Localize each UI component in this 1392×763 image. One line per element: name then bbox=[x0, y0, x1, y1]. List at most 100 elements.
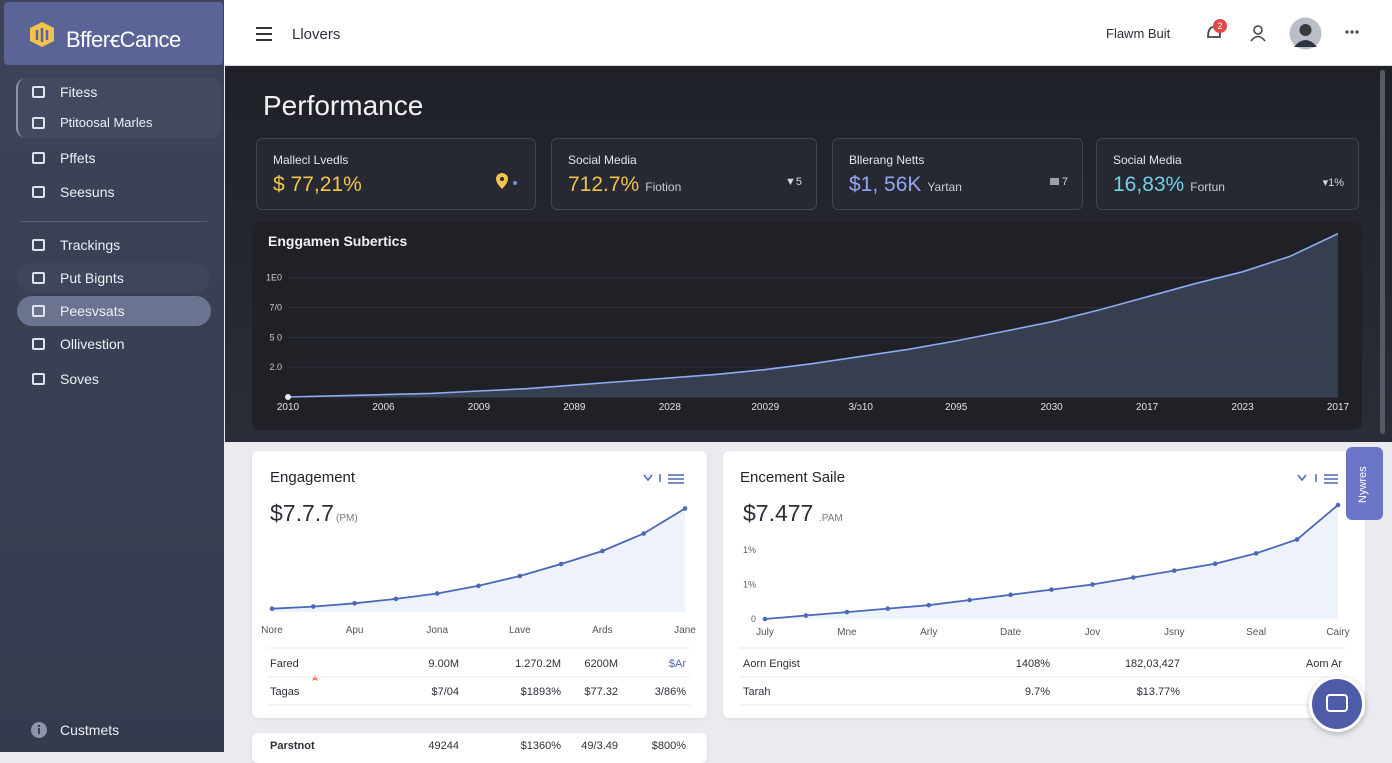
table-cell: Tarah bbox=[743, 686, 771, 698]
x-tick-label: Cairy bbox=[1326, 627, 1349, 638]
data-point bbox=[1253, 551, 1259, 556]
brand[interactable]: BfferꞓCance bbox=[4, 2, 223, 65]
data-point bbox=[844, 609, 850, 615]
nav-item[interactable]: Trackings bbox=[60, 237, 121, 253]
kpi-value: 712.7% bbox=[568, 173, 640, 196]
brand-logo bbox=[30, 22, 54, 47]
x-tick-label: Seal bbox=[1246, 627, 1266, 638]
table-cell: $800% bbox=[652, 740, 686, 752]
topbar: Llovers Flawm Buit 2 bbox=[224, 0, 1392, 66]
chat-icon bbox=[1326, 694, 1348, 712]
data-point bbox=[600, 548, 605, 554]
table-cell: 9.7% bbox=[1025, 686, 1050, 698]
area-fill bbox=[765, 505, 1338, 619]
y-tick-label: 5 0 bbox=[269, 332, 282, 342]
nav-item[interactable]: Fitess bbox=[60, 84, 98, 100]
data-point bbox=[558, 561, 564, 567]
kpi-value-row: 16,83% Fortun bbox=[1113, 173, 1225, 197]
data-point bbox=[476, 583, 481, 589]
x-tick-label: 2023 bbox=[1231, 402, 1254, 413]
table-cell: 3/86% bbox=[655, 686, 686, 698]
chart-headline: $7.477 bbox=[743, 500, 813, 526]
sidebar-footer[interactable]: Custmets bbox=[60, 722, 120, 738]
table-cell: Fared bbox=[270, 658, 299, 670]
sidebar: BfferꞓCance Custmets Fitess Ptitoosal Mar… bbox=[0, 0, 224, 752]
nav-active bbox=[17, 296, 211, 326]
nav-icon bbox=[32, 117, 45, 129]
user-name[interactable]: Flawm Buit bbox=[1106, 26, 1171, 41]
series-line bbox=[287, 232, 1339, 398]
chart-controls[interactable] bbox=[643, 474, 684, 484]
table-cell: $1893% bbox=[521, 686, 562, 698]
x-tick-label: 2017 bbox=[1136, 402, 1159, 413]
data-point bbox=[352, 600, 357, 606]
engagement-card: Engagement $7.7.7 (PM) Nore Apu Jona Lave Ar… bbox=[252, 451, 707, 718]
side-tab[interactable]: Nywres bbox=[1346, 447, 1383, 520]
data-point bbox=[1049, 587, 1054, 592]
area-fill bbox=[288, 233, 1338, 397]
x-tick-label: 2095 bbox=[945, 402, 968, 413]
more-icon[interactable] bbox=[1344, 28, 1360, 36]
table-cell: 6200M bbox=[584, 658, 618, 670]
nav-item[interactable]: Put Bignts bbox=[60, 270, 124, 286]
table-cell: 182,03,427 bbox=[1125, 658, 1180, 670]
kpi-card: Bllerang Netts $1, 56K Yartan 7 bbox=[832, 138, 1083, 210]
x-tick-label: Date bbox=[1000, 627, 1022, 638]
x-tick-label: 2009 bbox=[468, 402, 491, 413]
kpi-card: Social Media 712.7% Fiotion ▼5 bbox=[551, 138, 817, 210]
data-point bbox=[1090, 582, 1095, 587]
side-tab-label: Nywres bbox=[1357, 466, 1369, 503]
table-cell: $7/04 bbox=[431, 686, 459, 698]
data-point bbox=[285, 394, 291, 400]
nav-item[interactable]: Soves bbox=[60, 371, 99, 387]
x-tick-label: Jsny bbox=[1164, 627, 1185, 638]
chart-headline: $7.7.7 bbox=[270, 500, 334, 526]
menu-icon[interactable] bbox=[255, 26, 273, 42]
kpi-value-row: 712.7% Fiotion bbox=[568, 173, 681, 197]
data-point bbox=[434, 591, 440, 596]
notification-badge: 2 bbox=[1213, 19, 1227, 33]
kpi-label: Social Media bbox=[1113, 153, 1182, 167]
kpi-value: $ 77,21% bbox=[273, 173, 362, 196]
nav-item[interactable]: Peesvsats bbox=[60, 303, 125, 319]
data-point bbox=[641, 531, 646, 536]
table-cell: $Ar bbox=[669, 658, 686, 670]
table-cell: 1408% bbox=[1016, 658, 1050, 670]
kpi-value-row: $1, 56K Yartan bbox=[849, 173, 962, 197]
area-fill bbox=[272, 508, 685, 612]
nav-item[interactable]: Pffets bbox=[60, 150, 96, 166]
profile-icon[interactable] bbox=[1249, 24, 1267, 42]
page-title: Performance bbox=[263, 90, 424, 121]
avatar[interactable] bbox=[1289, 17, 1322, 50]
nav-icon bbox=[32, 272, 45, 284]
y-tick-label: 1E0 bbox=[266, 273, 282, 283]
y-tick-label: 1% bbox=[743, 579, 756, 589]
chat-button[interactable] bbox=[1309, 676, 1365, 732]
nav-hover bbox=[17, 263, 210, 293]
chart-headline-note: .PAM bbox=[819, 513, 843, 524]
nav-item[interactable]: Ollivestion bbox=[60, 336, 125, 352]
x-tick-label: Jov bbox=[1085, 627, 1101, 638]
chart-title: Encement Saile bbox=[740, 469, 845, 486]
x-tick-label: Nore bbox=[261, 625, 283, 636]
main-chart: Enggamen Subertics 2.0 5 0 7/0 1E0 2010 2006 2… bbox=[252, 222, 1362, 430]
nav-divider bbox=[20, 221, 207, 222]
chart-controls[interactable] bbox=[1297, 474, 1338, 484]
nav-icon bbox=[32, 305, 45, 317]
nav-icon bbox=[32, 239, 45, 251]
data-point bbox=[311, 604, 316, 609]
nav-item[interactable]: Seesuns bbox=[60, 184, 115, 200]
data-point bbox=[1171, 568, 1177, 573]
engagement-chart: Engagement $7.7.7 (PM) Nore Apu Jona Lave Ar… bbox=[261, 469, 696, 706]
x-tick-label: 2006 bbox=[372, 402, 395, 413]
kpi-label: Social Media bbox=[568, 153, 637, 167]
kpi-icon bbox=[496, 173, 517, 189]
table-cell: 1.270.2M bbox=[515, 658, 561, 670]
table-cell: Aom Ar bbox=[1306, 658, 1342, 670]
nav-item[interactable]: Ptitoosal Marles bbox=[60, 115, 153, 130]
kpi-sub: Fortun bbox=[1190, 180, 1225, 194]
footer-icon bbox=[31, 722, 47, 738]
scrollbar[interactable] bbox=[1380, 70, 1385, 434]
kpi-sub: Yartan bbox=[927, 180, 962, 194]
